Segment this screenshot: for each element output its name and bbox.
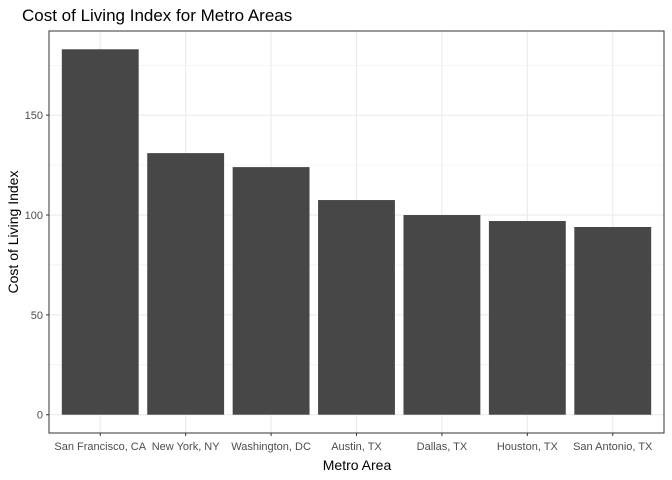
- y-tick-label: 0: [37, 410, 43, 422]
- x-axis-title: Metro Area: [323, 457, 392, 473]
- x-axis: San Francisco, CA New York, NY Washington,…: [54, 433, 653, 453]
- chart-title: Cost of Living Index for Metro Areas: [22, 6, 292, 25]
- y-axis: 0 50 100 150: [25, 110, 49, 422]
- x-tick-label: New York, NY: [152, 441, 221, 453]
- x-tick-label: Austin, TX: [331, 441, 382, 453]
- y-tick-label: 100: [25, 210, 43, 222]
- bar: [403, 215, 481, 415]
- y-tick-label: 150: [25, 110, 43, 122]
- bar: [574, 227, 652, 415]
- x-tick-label: San Francisco, CA: [54, 441, 146, 453]
- bar: [488, 221, 566, 415]
- x-tick-label: Houston, TX: [497, 441, 559, 453]
- bar: [318, 200, 395, 415]
- x-tick-label: Washington, DC: [231, 441, 311, 453]
- y-axis-title: Cost of Living Index: [5, 171, 21, 294]
- bar: [147, 153, 225, 415]
- bar: [61, 49, 139, 415]
- x-tick-label: Dallas, TX: [417, 441, 468, 453]
- x-tick-label: San Antonio, TX: [573, 441, 653, 453]
- y-tick-label: 50: [31, 310, 43, 322]
- bars: [61, 49, 652, 415]
- bar: [232, 167, 310, 415]
